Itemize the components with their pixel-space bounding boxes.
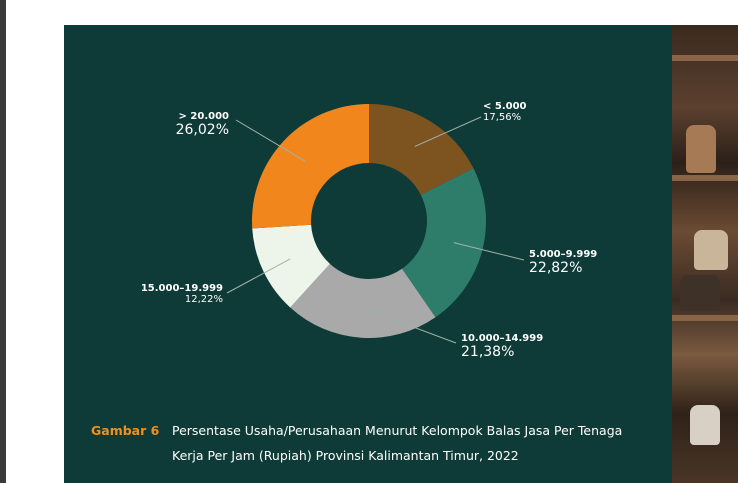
decorative-photo [672,25,738,483]
figure-title-line: Kerja Per Jam (Rupiah) Provinsi Kalimant… [172,448,519,463]
label-slice-2: 5.000–9.999 22,82% [529,249,597,276]
shelf [672,315,738,321]
slice-category-label: < 5.000 [483,101,527,112]
slice-value-label: 26,02% [175,122,229,138]
figure-title-line: Persentase Usaha/Perusahaan Menurut Kelo… [172,423,623,438]
slice-value-label: 12,22% [184,294,223,305]
donut-slice [401,168,486,318]
jar [680,275,720,311]
donut-slice [369,104,474,195]
jar [694,230,728,270]
label-slice-5: > 20.000 26,02% [163,111,229,138]
slice-value-label: 22,82% [529,260,583,276]
jar [686,125,716,173]
chart-panel [64,25,672,483]
figure-number: Gambar 6 [91,423,160,438]
slice-category-label: > 20.000 [178,111,229,122]
label-slice-4: 15.000–19.999 12,22% [138,283,223,305]
slice-value-label: 21,38% [461,344,515,360]
slice-category-label: 5.000–9.999 [529,249,598,260]
leader-line [453,242,525,261]
donut-slice [290,263,436,338]
figure-title: Persentase Usaha/Perusahaan Menurut Kelo… [172,418,652,468]
leader-line [362,307,457,344]
leader-line [414,116,482,147]
leader-line [235,119,306,162]
slice-value-label: 17,56% [483,112,522,123]
donut-slice [252,104,369,229]
leader-line [226,258,291,294]
left-edge-bar [0,0,6,483]
label-slice-3: 10.000–14.999 21,38% [461,333,543,360]
shelf [672,175,738,181]
donut-slice [252,224,330,308]
label-slice-1: < 5.000 17,56% [483,101,527,123]
slice-category-label: 10.000–14.999 [461,333,544,344]
slice-category-label: 15.000–19.999 [140,283,223,294]
jar [690,405,720,445]
donut-chart [226,104,525,344]
shelf [672,55,738,61]
